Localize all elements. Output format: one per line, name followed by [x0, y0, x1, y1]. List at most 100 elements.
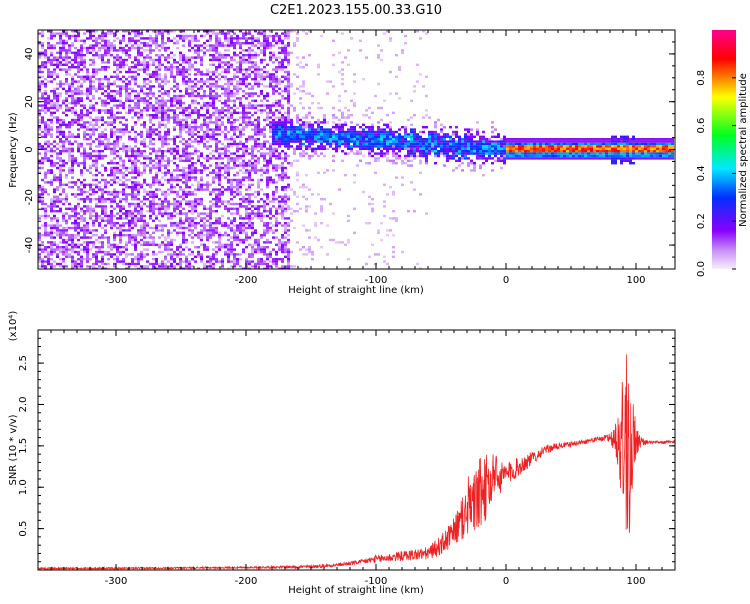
heatmap-cell [218, 243, 221, 246]
heatmap-cell [56, 135, 59, 138]
heatmap-cell [122, 234, 125, 237]
heatmap-cell [176, 262, 179, 266]
heatmap-cell [131, 212, 134, 215]
heatmap-cell [77, 85, 80, 88]
heatmap-cell [137, 63, 140, 66]
heatmap-cell [95, 212, 98, 215]
heatmap-cell [230, 265, 233, 268]
heatmap-cell [275, 82, 278, 86]
heatmap-cell [275, 133, 278, 136]
heatmap-cell [218, 56, 221, 59]
heatmap-cell [296, 147, 299, 150]
heatmap-cell [254, 169, 257, 172]
heatmap-cell [101, 198, 104, 201]
heatmap-cell [158, 210, 161, 213]
heatmap-cell [245, 121, 248, 124]
heatmap-cell [80, 85, 83, 88]
heatmap-cell [257, 243, 260, 246]
heatmap-cell [188, 49, 191, 52]
heatmap-cell [116, 92, 119, 95]
heatmap-cell [182, 68, 185, 71]
heatmap-cell [101, 104, 104, 107]
heatmap-cell [74, 37, 77, 40]
heatmap-cell [77, 39, 80, 42]
heatmap-cell [200, 94, 203, 98]
heatmap-cell [317, 147, 320, 150]
heatmap-cell [59, 262, 62, 266]
heatmap-cell [230, 42, 233, 45]
heatmap-cell [77, 99, 80, 102]
heatmap-cell [314, 152, 317, 155]
heatmap-cell [56, 195, 59, 198]
heatmap-cell [83, 61, 86, 64]
heatmap-cell [116, 63, 119, 66]
heatmap-cell [86, 198, 89, 201]
heatmap-cell [269, 265, 272, 268]
heatmap-cell [137, 260, 140, 263]
heatmap-cell [272, 114, 275, 117]
heatmap-cell [221, 234, 224, 237]
heatmap-cell [137, 94, 140, 98]
heatmap-cell [269, 217, 272, 220]
heatmap-cell [122, 102, 125, 105]
heatmap-cell [242, 205, 245, 208]
heatmap-cell [113, 265, 116, 268]
heatmap-cell [209, 85, 212, 88]
heatmap-cell [287, 106, 290, 110]
heatmap-cell [281, 97, 284, 100]
heatmap-cell [167, 121, 170, 124]
heatmap-cell [317, 138, 320, 141]
heatmap-cell [245, 222, 248, 225]
heatmap-cell [284, 241, 287, 244]
heatmap-cell [191, 130, 194, 134]
heatmap-cell [281, 210, 284, 213]
heatmap-cell [140, 87, 143, 90]
heatmap-cell [131, 138, 134, 141]
heatmap-cell [173, 198, 176, 201]
heatmap-cell [161, 226, 164, 230]
heatmap-cell [101, 210, 104, 213]
heatmap-cell [275, 190, 278, 194]
heatmap-cell [254, 229, 257, 232]
heatmap-cell [119, 224, 122, 227]
heatmap-cell [170, 174, 173, 177]
heatmap-cell [38, 162, 41, 165]
heatmap-cell [77, 222, 80, 225]
heatmap-cell [164, 243, 167, 246]
heatmap-cell [203, 114, 206, 117]
heatmap-cell [110, 44, 113, 47]
heatmap-cell [281, 246, 284, 249]
heatmap-cell [59, 171, 62, 174]
heatmap-cell [89, 111, 92, 114]
heatmap-cell [140, 130, 143, 134]
heatmap-cell [218, 140, 221, 143]
heatmap-cell [332, 39, 335, 42]
heatmap-cell [254, 128, 257, 131]
heatmap-cell [68, 171, 71, 174]
heatmap-cell [212, 99, 215, 102]
heatmap-cell [227, 54, 230, 57]
heatmap-cell [137, 198, 140, 201]
heatmap-cell [89, 44, 92, 47]
heatmap-cell [71, 238, 74, 242]
heatmap-cell [50, 135, 53, 138]
heatmap-cell [167, 159, 170, 162]
heatmap-cell [281, 200, 284, 203]
heatmap-cell [167, 181, 170, 184]
heatmap-cell [233, 234, 236, 237]
heatmap-cell [80, 82, 83, 86]
heatmap-cell [254, 140, 257, 143]
heatmap-cell [251, 226, 254, 230]
heatmap-cell [245, 145, 248, 148]
heatmap-cell [248, 222, 251, 225]
heatmap-cell [254, 142, 257, 146]
heatmap-cell [182, 58, 185, 62]
heatmap-cell [68, 68, 71, 71]
heatmap-cell [41, 75, 44, 78]
heatmap-cell [137, 205, 140, 208]
heatmap-cell [113, 214, 116, 218]
heatmap-cell [245, 162, 248, 165]
heatmap-cell [158, 224, 161, 227]
heatmap-cell [269, 176, 272, 179]
heatmap-cell [149, 51, 152, 54]
